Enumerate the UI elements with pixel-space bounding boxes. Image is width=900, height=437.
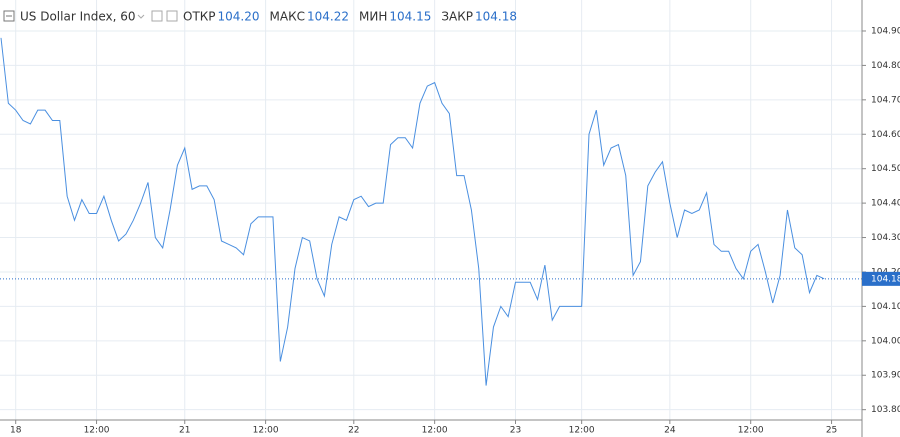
ohlc-label: ОТКР [183, 10, 216, 24]
y-tick-label: 104.80 [871, 61, 900, 71]
x-tick-label: 18 [10, 426, 22, 436]
x-tick-label: 22 [348, 426, 359, 436]
y-tick-label: 104.90 [871, 26, 900, 36]
y-tick-label: 104.70 [871, 95, 900, 105]
ohlc-label: ЗАКР [441, 10, 473, 24]
last-price-box [862, 271, 900, 286]
ohlc-value: 104.20 [218, 10, 260, 24]
ohlc: ОТКР 104.20 МАКС 104.22 МИН 104.15 ЗАКР 104.18 [183, 10, 517, 24]
ohlc-value: 104.18 [475, 10, 517, 24]
x-tick-label: 12:00 [422, 426, 448, 436]
x-tick-label: 12:00 [84, 426, 110, 436]
dropdown-icon[interactable] [137, 14, 145, 19]
settings-icon[interactable] [151, 10, 163, 22]
y-tick-label: 104.40 [871, 199, 900, 209]
y-tick-label: 104.10 [871, 302, 900, 312]
y-tick-label: 103.80 [871, 405, 900, 415]
y-tick-label: 104.60 [871, 130, 900, 140]
grid [0, 0, 862, 420]
x-tick-label: 25 [826, 426, 837, 436]
x-tick-label: 23 [510, 426, 521, 436]
x-tick-label: 21 [179, 426, 190, 436]
ohlc-value: 104.22 [307, 10, 349, 24]
ohlc-label: МИН [359, 10, 387, 24]
settings-icon[interactable] [166, 10, 178, 22]
x-tick-label: 12:00 [738, 426, 764, 436]
ohlc-value: 104.15 [389, 10, 431, 24]
x-tick-label: 12:00 [569, 426, 595, 436]
y-tick-label: 103.90 [871, 371, 900, 381]
x-tick-label: 12:00 [253, 426, 279, 436]
ohlc-label: МАКС [270, 10, 305, 24]
chart-title: US Dollar Index, 60 [20, 10, 136, 24]
collapse-icon[interactable] [3, 10, 15, 22]
y-tick-label: 104.00 [871, 336, 900, 346]
last-price-label: 104.18 [871, 274, 900, 284]
y-tick-label: 104.30 [871, 233, 900, 243]
price-line [0, 37, 825, 386]
y-tick-label: 104.50 [871, 164, 900, 174]
plot [0, 37, 862, 386]
x-tick-label: 24 [664, 426, 676, 436]
